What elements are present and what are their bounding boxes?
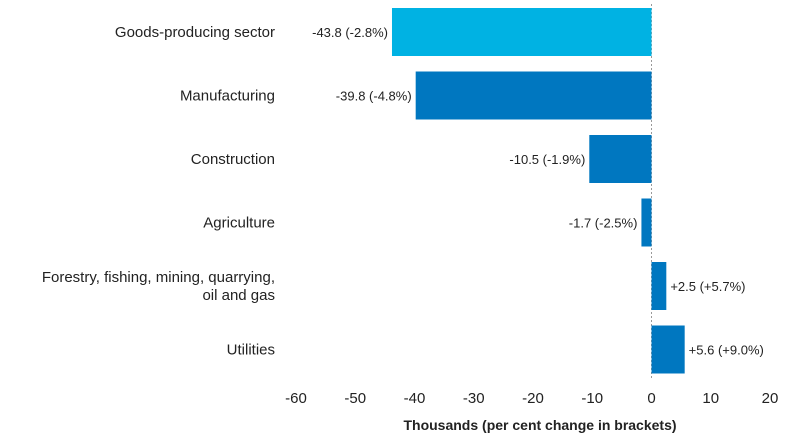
- bar: [641, 198, 652, 247]
- data-label: +5.6 (+9.0%): [689, 343, 764, 358]
- bar: [415, 71, 652, 120]
- bars-layer: [391, 8, 685, 374]
- category-label: Construction: [191, 151, 275, 168]
- x-tick-label: -50: [344, 390, 366, 407]
- x-tick-label: -10: [581, 390, 603, 407]
- bar: [589, 135, 652, 183]
- category-label: Forestry, fishing, mining, quarrying,: [42, 269, 275, 286]
- x-tick-label: 0: [647, 390, 655, 407]
- data-label: -1.7 (-2.5%): [569, 216, 638, 231]
- category-labels: Goods-producing sector Manufacturing Const…: [42, 24, 275, 359]
- category-label: Goods-producing sector: [115, 24, 275, 41]
- data-label: -39.8 (-4.8%): [336, 89, 412, 104]
- x-tick-label: -30: [463, 390, 485, 407]
- bar: [391, 8, 652, 56]
- x-tick-label: 20: [762, 390, 779, 407]
- category-label: Utilities: [227, 342, 275, 359]
- x-tick-label: 10: [702, 390, 719, 407]
- x-tick-label: -40: [404, 390, 426, 407]
- category-label: Manufacturing: [180, 88, 275, 105]
- value-labels: -43.8 (-2.8%) -39.8 (-4.8%) -10.5 (-1.9%) -…: [312, 25, 764, 358]
- data-label: +2.5 (+5.7%): [670, 279, 745, 294]
- x-tick-label: -60: [285, 390, 307, 407]
- x-tick-label: -20: [522, 390, 544, 407]
- bar: [651, 262, 667, 310]
- data-label: -43.8 (-2.8%): [312, 25, 388, 40]
- data-label: -10.5 (-1.9%): [509, 152, 585, 167]
- category-label: oil and gas: [202, 287, 275, 304]
- category-label: Agriculture: [203, 215, 275, 232]
- x-axis-ticks: -60 -50 -40 -30 -20 -10 0 10 20: [285, 390, 778, 407]
- x-axis-title: Thousands (per cent change in brackets): [403, 417, 676, 433]
- bar: [651, 325, 685, 374]
